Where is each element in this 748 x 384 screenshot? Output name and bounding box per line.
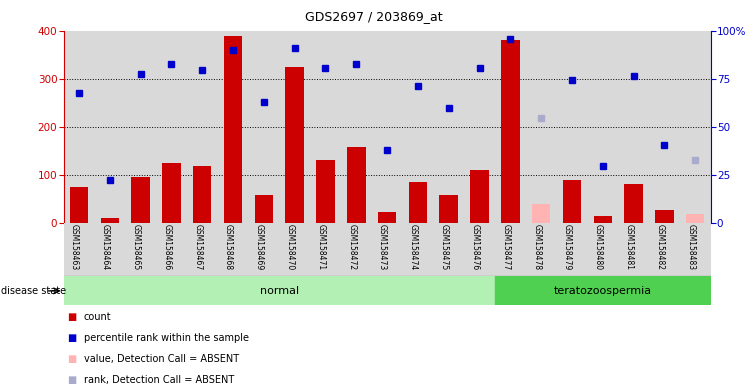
Bar — [94, 31, 125, 223]
Bar — [132, 177, 150, 223]
Bar — [279, 223, 310, 275]
Text: GSM158478: GSM158478 — [532, 224, 541, 270]
Bar — [248, 223, 279, 275]
Bar — [100, 218, 119, 223]
Text: percentile rank within the sample: percentile rank within the sample — [84, 333, 249, 343]
Text: GSM158473: GSM158473 — [378, 224, 387, 270]
Bar — [495, 223, 526, 275]
Bar — [248, 31, 279, 223]
Bar — [64, 223, 94, 275]
Bar — [408, 182, 427, 223]
Bar — [464, 223, 495, 275]
Bar — [341, 31, 372, 223]
Text: count: count — [84, 312, 111, 322]
Bar — [433, 31, 464, 223]
Bar — [64, 276, 495, 305]
Text: GSM158468: GSM158468 — [224, 224, 233, 270]
Text: ■: ■ — [67, 312, 76, 322]
Bar — [187, 31, 218, 223]
Bar — [372, 31, 402, 223]
Bar — [532, 204, 551, 223]
Text: GSM158467: GSM158467 — [193, 224, 202, 270]
Text: GSM158480: GSM158480 — [594, 224, 603, 270]
Text: ■: ■ — [67, 375, 76, 384]
Bar — [557, 31, 587, 223]
Text: GSM158476: GSM158476 — [470, 224, 479, 270]
Bar — [156, 223, 187, 275]
Bar — [286, 67, 304, 223]
Text: GSM158472: GSM158472 — [347, 224, 356, 270]
Bar — [470, 170, 488, 223]
Bar — [378, 212, 396, 223]
Text: GSM158465: GSM158465 — [132, 224, 141, 270]
Bar — [618, 31, 649, 223]
Bar — [593, 216, 612, 223]
Bar — [125, 31, 156, 223]
Bar — [224, 36, 242, 223]
Bar — [193, 166, 212, 223]
Text: GSM158471: GSM158471 — [316, 224, 325, 270]
Bar — [557, 223, 587, 275]
Bar — [680, 223, 711, 275]
Text: GSM158466: GSM158466 — [162, 224, 171, 270]
Bar — [402, 31, 433, 223]
Bar — [162, 163, 181, 223]
Text: GSM158463: GSM158463 — [70, 224, 79, 270]
Bar — [587, 223, 618, 275]
Bar — [686, 214, 705, 223]
Text: GSM158482: GSM158482 — [655, 224, 664, 270]
Bar — [402, 223, 433, 275]
Text: GSM158477: GSM158477 — [501, 224, 510, 270]
Bar — [64, 31, 94, 223]
Bar — [372, 223, 402, 275]
Text: GDS2697 / 203869_at: GDS2697 / 203869_at — [305, 10, 443, 23]
Bar — [433, 223, 464, 275]
Text: normal: normal — [260, 286, 298, 296]
Text: GSM158479: GSM158479 — [563, 224, 572, 270]
Bar — [254, 195, 273, 223]
Bar — [625, 184, 643, 223]
Bar — [310, 223, 341, 275]
Text: ■: ■ — [67, 354, 76, 364]
Text: GSM158483: GSM158483 — [686, 224, 695, 270]
Bar — [316, 161, 334, 223]
Bar — [618, 223, 649, 275]
Bar — [587, 31, 618, 223]
Bar — [156, 31, 187, 223]
Bar — [649, 31, 680, 223]
Bar — [649, 223, 680, 275]
Bar — [70, 187, 88, 223]
Bar — [279, 31, 310, 223]
Bar — [495, 276, 711, 305]
Text: GSM158470: GSM158470 — [286, 224, 295, 270]
Text: rank, Detection Call = ABSENT: rank, Detection Call = ABSENT — [84, 375, 234, 384]
Bar — [501, 40, 520, 223]
Bar — [655, 210, 674, 223]
Bar — [125, 223, 156, 275]
Text: GSM158464: GSM158464 — [101, 224, 110, 270]
Text: GSM158469: GSM158469 — [255, 224, 264, 270]
Bar — [187, 223, 218, 275]
Bar — [495, 31, 526, 223]
Text: value, Detection Call = ABSENT: value, Detection Call = ABSENT — [84, 354, 239, 364]
Bar — [218, 223, 248, 275]
Bar — [526, 223, 557, 275]
Bar — [464, 31, 495, 223]
Text: GSM158475: GSM158475 — [440, 224, 449, 270]
Bar — [310, 31, 341, 223]
Bar — [562, 180, 581, 223]
Bar — [218, 31, 248, 223]
Bar — [526, 31, 557, 223]
Bar — [341, 223, 372, 275]
Bar — [94, 223, 125, 275]
Bar — [440, 195, 458, 223]
Text: GSM158474: GSM158474 — [409, 224, 418, 270]
Text: GSM158481: GSM158481 — [625, 224, 634, 270]
Bar — [680, 31, 711, 223]
Text: disease state: disease state — [1, 286, 67, 296]
Bar — [347, 147, 366, 223]
Text: ■: ■ — [67, 333, 76, 343]
Text: teratozoospermia: teratozoospermia — [554, 286, 652, 296]
